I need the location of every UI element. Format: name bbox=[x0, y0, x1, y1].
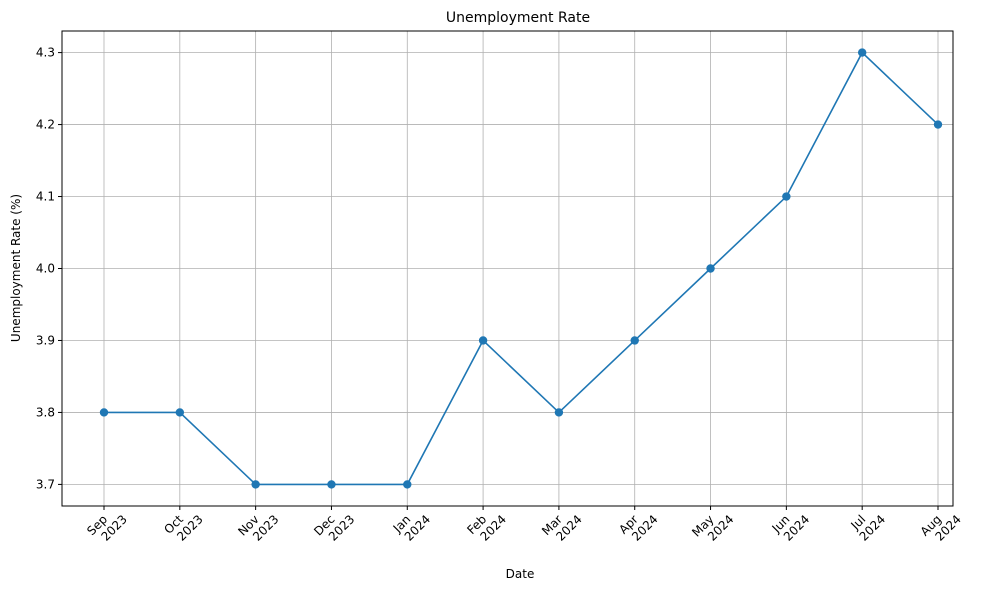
data-point bbox=[175, 408, 185, 417]
data-point bbox=[857, 48, 867, 57]
x-tick-label: Oct2023 bbox=[161, 502, 205, 546]
plot-area bbox=[99, 48, 943, 489]
x-tick-label: Jul2024 bbox=[847, 502, 888, 543]
data-point bbox=[403, 480, 412, 489]
x-tick-label: Apr2024 bbox=[616, 502, 660, 546]
y-tick-label: 4.2 bbox=[36, 118, 55, 132]
y-tick-label: 3.9 bbox=[36, 333, 55, 347]
y-tick-label: 3.7 bbox=[36, 477, 55, 491]
data-point bbox=[99, 408, 109, 417]
y-tick-label: 3.8 bbox=[36, 405, 55, 419]
data-point bbox=[251, 480, 260, 489]
x-tick-label: Sep2023 bbox=[84, 502, 130, 548]
series-line bbox=[104, 51, 939, 486]
data-point bbox=[554, 408, 564, 417]
y-axis-title: Unemployment Rate (%) bbox=[9, 194, 23, 342]
x-axis-title: Date bbox=[506, 567, 535, 581]
chart-title: Unemployment Rate bbox=[446, 10, 590, 26]
data-point bbox=[478, 336, 488, 345]
data-point bbox=[706, 264, 715, 273]
data-point bbox=[782, 192, 791, 201]
y-tick-label: 4.3 bbox=[36, 46, 55, 60]
grid bbox=[62, 31, 953, 506]
data-point bbox=[630, 336, 639, 345]
y-tick-label: 4.1 bbox=[36, 190, 55, 204]
data-point bbox=[933, 120, 943, 129]
x-axis: Sep2023 Oct2023 Nov2023 Dec2023 Jan2024 Feb20… bbox=[84, 502, 964, 549]
x-tick-label: Aug2024 bbox=[918, 502, 964, 548]
y-tick-label: 4.0 bbox=[36, 262, 55, 276]
x-tick-label: Dec2023 bbox=[311, 502, 357, 548]
x-tick-label: Mar2024 bbox=[539, 502, 585, 548]
x-tick-label: Feb2024 bbox=[464, 502, 509, 547]
y-axis: 3.7 3.8 3.9 4.0 4.1 4.2 4.3 bbox=[36, 46, 62, 491]
x-tick-label: Jan2024 bbox=[390, 502, 433, 545]
x-tick-label: Nov2023 bbox=[235, 502, 281, 548]
data-point bbox=[327, 480, 336, 489]
x-tick-label: Jun2024 bbox=[769, 502, 813, 546]
x-tick-label: May2024 bbox=[689, 502, 736, 549]
